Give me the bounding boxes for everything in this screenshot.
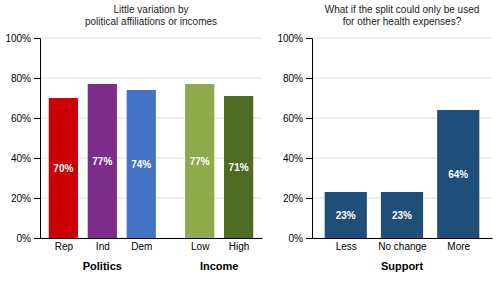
data-labels: 23% 23% 64% <box>336 169 469 221</box>
grid-line <box>312 78 492 79</box>
tick-label: 60% <box>11 113 31 124</box>
tick-label: 60% <box>283 113 303 124</box>
tick-mark <box>306 238 312 239</box>
tick-label: High <box>229 241 250 252</box>
bar <box>437 110 479 238</box>
grid-line <box>40 78 262 79</box>
tick: Rep <box>55 241 74 252</box>
group-label: Politics <box>83 260 122 272</box>
tick: 20% <box>11 193 40 204</box>
tick: 80% <box>11 73 40 84</box>
bar <box>127 90 156 238</box>
plot-area <box>49 84 253 238</box>
group-label: Income <box>200 260 239 272</box>
tick: More <box>447 241 470 252</box>
tick-mark <box>34 78 40 79</box>
tick-label: Rep <box>55 241 74 252</box>
tick-mark <box>34 158 40 159</box>
axis-line <box>306 39 313 239</box>
bar <box>88 84 117 238</box>
tick: No change <box>378 241 427 252</box>
chart-panel: 0%20%40%60%80%100%LessNo changeMore23%23… <box>277 4 492 272</box>
tick-mark <box>34 38 40 39</box>
data-label: 23% <box>392 210 412 221</box>
tick-mark <box>34 118 40 119</box>
tick-label: More <box>447 241 470 252</box>
chart-title: What if the split could only be usedfor … <box>325 4 480 27</box>
tick-label: Dem <box>131 241 152 252</box>
tick: 0% <box>17 233 40 244</box>
tick-label: Low <box>191 241 210 252</box>
tick-mark <box>306 78 312 79</box>
bar <box>381 192 423 238</box>
tick-label: 0% <box>289 233 304 244</box>
tick-label: 20% <box>11 193 31 204</box>
tick-label: Less <box>336 241 357 252</box>
tick-label: 80% <box>11 73 31 84</box>
data-label: 70% <box>53 163 73 174</box>
data-label: 77% <box>190 156 210 167</box>
data-label: 23% <box>336 210 356 221</box>
tick: 40% <box>11 153 40 164</box>
tick: 60% <box>283 113 312 124</box>
x-axis: Less No change More <box>313 239 493 253</box>
tick-label: 0% <box>17 233 32 244</box>
plot-area <box>325 110 480 238</box>
y-axis: 0% 20% 40% 60% 80% 100% <box>5 33 40 244</box>
tick-label: 80% <box>283 73 303 84</box>
tick: 40% <box>283 153 312 164</box>
tick-mark <box>34 238 40 239</box>
data-labels: 70% 77% 74% 77% 71% <box>53 156 248 174</box>
axis-line <box>313 238 493 239</box>
tick-mark <box>34 198 40 199</box>
axis-line <box>34 39 41 239</box>
tick-mark <box>306 158 312 159</box>
tick: Less <box>336 241 357 252</box>
bar <box>325 192 367 238</box>
grid-line <box>40 38 262 39</box>
tick-mark <box>306 38 312 39</box>
tick: 100% <box>277 33 312 44</box>
grid <box>40 38 262 238</box>
x-axis-title: Support <box>381 260 423 272</box>
bar <box>185 84 214 238</box>
chart-panel: 0% 20% 40% 60% 80% 100% Rep Ind Dem Low High 70% 77%… <box>5 4 262 272</box>
tick-label: No change <box>378 241 427 252</box>
grid <box>312 38 492 238</box>
tick: 0% <box>289 233 312 244</box>
grid-line <box>312 38 492 39</box>
chart-title: Little variation bypolitical affiliation… <box>85 4 217 27</box>
tick-label: 100% <box>5 33 31 44</box>
data-label: 74% <box>131 159 151 170</box>
tick-label: 40% <box>283 153 303 164</box>
tick-mark <box>306 118 312 119</box>
tick: High <box>229 241 250 252</box>
tick-label: 20% <box>283 193 303 204</box>
tick: 60% <box>11 113 40 124</box>
tick: 20% <box>283 193 312 204</box>
bar <box>49 98 78 238</box>
data-label: 77% <box>92 156 112 167</box>
data-label: 71% <box>229 162 249 173</box>
tick: Low <box>191 241 210 252</box>
tick: 100% <box>5 33 40 44</box>
figure: 0% 20% 40% 60% 80% 100% Rep Ind Dem Low High 70% 77%… <box>0 0 500 284</box>
tick: 80% <box>283 73 312 84</box>
tick: Dem <box>131 241 152 252</box>
data-label: 64% <box>448 169 468 180</box>
y-axis: 0% 20% 40% 60% 80% 100% <box>277 33 312 244</box>
axis-line <box>41 238 263 239</box>
bar <box>224 96 253 238</box>
tick-label: 40% <box>11 153 31 164</box>
tick: Ind <box>96 241 110 252</box>
x-axis: Rep Ind Dem Low High <box>41 239 263 253</box>
tick-mark <box>306 198 312 199</box>
tick-label: 100% <box>277 33 303 44</box>
tick-label: Ind <box>96 241 110 252</box>
